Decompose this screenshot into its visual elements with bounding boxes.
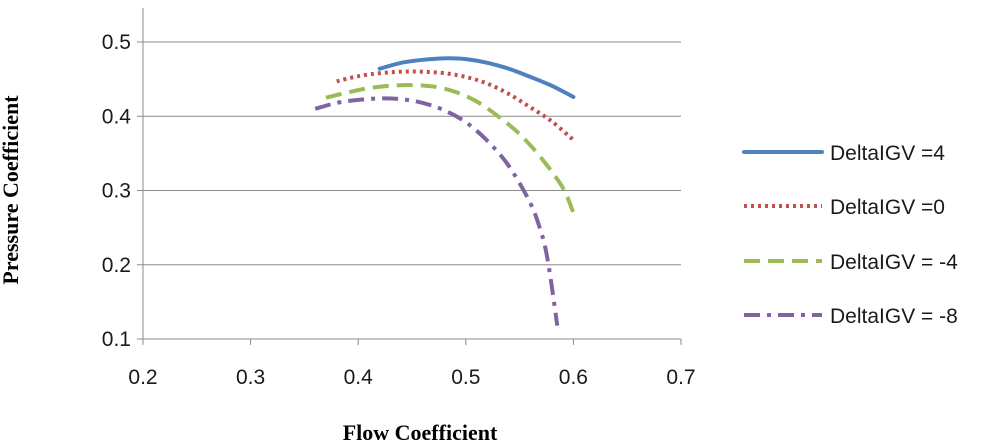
x-axis-title: Flow Coefficient	[343, 420, 498, 445]
series-line-3	[314, 96, 560, 326]
gridlines	[143, 41, 681, 266]
series-line-2	[325, 83, 576, 214]
x-tick-label: 0.2	[128, 366, 157, 389]
series-lines	[314, 56, 576, 326]
x-tick-label: 0.5	[451, 366, 480, 389]
legend-label-3: DeltaIGV = -8	[830, 305, 958, 328]
tick-labels: 0.1 0.2 0.3 0.4 0.5 0.2 0.3 0.4 0.5 0.6 0.7	[102, 31, 696, 389]
y-tick-label: 0.1	[102, 328, 131, 351]
y-tick-label: 0.3	[102, 180, 131, 203]
series-line-1	[336, 69, 575, 142]
y-axis-title: Pressure Coefficient	[0, 95, 23, 285]
y-tick-label: 0.2	[102, 254, 131, 277]
x-tick-label: 0.7	[666, 366, 695, 389]
series-line-0	[377, 56, 576, 99]
y-tick-label: 0.4	[102, 105, 132, 128]
y-tick-label: 0.5	[102, 31, 131, 54]
x-tick-label: 0.4	[344, 366, 374, 389]
legend: DeltaIGV =4 DeltaIGV =0 DeltaIGV = -4 Delta…	[742, 142, 958, 328]
x-tick-label: 0.6	[559, 366, 588, 389]
x-tick-label: 0.3	[236, 366, 265, 389]
legend-label-0: DeltaIGV =4	[830, 142, 945, 165]
legend-label-2: DeltaIGV = -4	[830, 251, 958, 274]
legend-label-1: DeltaIGV =0	[830, 196, 945, 219]
axes	[137, 8, 682, 345]
